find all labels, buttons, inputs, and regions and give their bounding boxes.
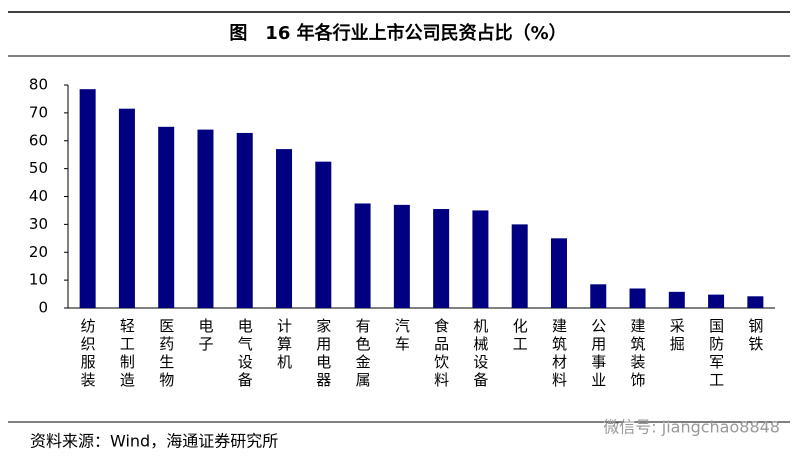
bar (79, 89, 96, 309)
y-tick-label: 10 (29, 271, 48, 289)
x-tick-label: 钢铁 (746, 318, 764, 354)
x-tick-label: 采掘 (668, 318, 686, 354)
x-tick-label: 有色金属 (354, 318, 372, 390)
y-tick-label: 20 (29, 243, 48, 261)
bar (747, 296, 764, 308)
bar (668, 291, 685, 308)
bar (354, 203, 371, 308)
bar (276, 149, 293, 308)
y-tick-label: 60 (29, 131, 48, 149)
bar (550, 238, 567, 308)
y-tick-label: 80 (29, 76, 48, 94)
bar (472, 210, 489, 308)
bar (315, 161, 332, 308)
source-note: 资料来源：Wind，海通证券研究所 (30, 432, 278, 451)
y-tick-label: 70 (29, 103, 48, 121)
x-tick-label: 建筑装饰 (629, 318, 647, 390)
x-tick-label: 国防军工 (707, 318, 725, 390)
bar (708, 294, 725, 308)
bar (158, 126, 175, 308)
bar (433, 209, 450, 308)
bar (118, 108, 135, 308)
bar (236, 132, 253, 308)
y-tick-label: 50 (29, 159, 48, 177)
x-tick-label: 电气设备 (236, 318, 254, 390)
watermark: 微信号: jiangchao8848 (603, 418, 780, 437)
y-tick-label: 40 (29, 187, 48, 205)
x-tick-label: 轻工制造 (118, 318, 136, 390)
bar (197, 129, 214, 308)
x-tick-label: 汽车 (393, 318, 411, 354)
bar (590, 284, 607, 308)
x-tick-label: 纺织服装 (79, 318, 97, 390)
bar (511, 224, 528, 308)
y-tick-label: 30 (29, 215, 48, 233)
x-tick-label: 计算机 (275, 318, 293, 372)
bar (393, 204, 410, 308)
x-tick-label: 化工 (511, 318, 529, 354)
x-tick-label: 电子 (196, 318, 214, 354)
bar (629, 288, 646, 308)
chart-title: 图 16 年各行业上市公司民资占比（%） (229, 22, 566, 44)
x-tick-label: 公用事业 (589, 318, 607, 390)
y-tick-label: 0 (38, 299, 48, 317)
x-tick-label: 机械设备 (471, 318, 489, 390)
x-tick-label: 建筑材料 (550, 318, 568, 390)
x-tick-label: 食品饮料 (432, 318, 450, 390)
x-tick-label: 医药生物 (157, 318, 175, 390)
x-tick-label: 家用电器 (314, 318, 332, 390)
